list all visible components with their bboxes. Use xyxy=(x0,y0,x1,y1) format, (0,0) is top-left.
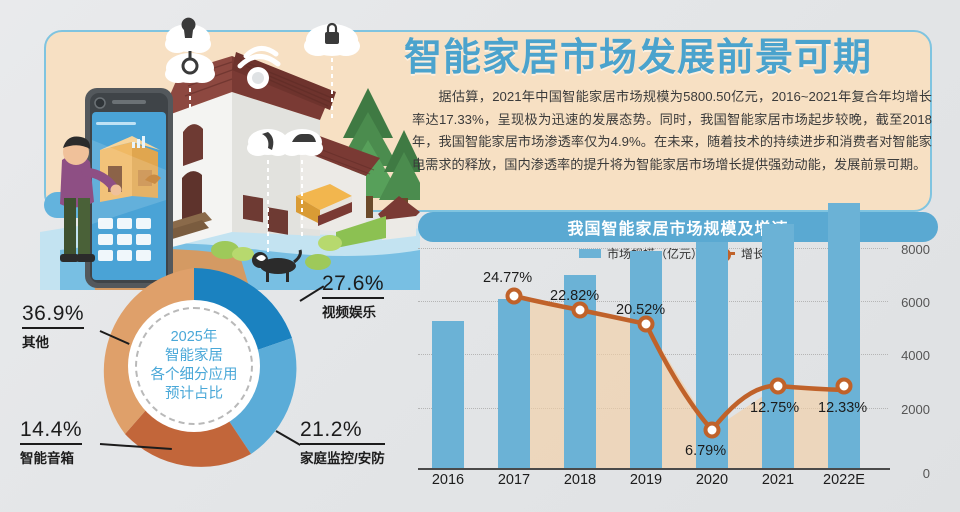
cloud-bulb-icon xyxy=(165,17,211,53)
ytick-2000: 2000 xyxy=(901,402,930,417)
bar-2021 xyxy=(762,224,794,468)
page-title: 智能家居市场发展前景可期 xyxy=(404,37,873,79)
point-2019 xyxy=(637,315,655,333)
chart-title: 我国智能家居市场规模及增速 xyxy=(418,212,938,242)
x-axis-labels: 2016 2017 2018 2019 2020 2021 2022E xyxy=(418,472,888,496)
ytick-6000: 6000 xyxy=(901,295,930,310)
growth-label-2020: 6.79% xyxy=(685,443,727,459)
donut-name-speaker: 智能音箱 xyxy=(20,451,74,466)
xtick-2016: 2016 xyxy=(431,472,465,488)
smart-home-illustration xyxy=(0,0,420,290)
gridline-8000 xyxy=(418,248,888,249)
donut-center-label: 2025年 智能家居 各个细分应用 预计占比 xyxy=(128,300,260,432)
donut-center-line-3: 各个细分应用 xyxy=(150,367,238,383)
xtick-2018: 2018 xyxy=(563,472,597,488)
donut-name-video: 视频娱乐 xyxy=(322,305,376,320)
donut-name-security: 家庭监控/安防 xyxy=(300,451,385,466)
growth-label-2017: 24.77% xyxy=(483,270,533,286)
dog-icon xyxy=(252,249,302,282)
cloud-plug-icon xyxy=(165,51,215,110)
donut-label-video: 27.6% 视频娱乐 xyxy=(322,272,385,321)
growth-label-2021: 12.75% xyxy=(750,400,800,416)
donut-label-security: 21.2% 家庭监控/安防 xyxy=(300,418,385,467)
donut-center-line-1: 2025年 xyxy=(170,328,218,345)
growth-label-2019: 20.52% xyxy=(616,302,666,318)
point-2022e xyxy=(835,377,853,395)
donut-pct-other: 36.9% xyxy=(22,302,85,325)
intro-paragraph: 据估算，2021年中国智能家居市场规模为5800.50亿元，2016~2021年… xyxy=(412,89,932,173)
point-2020 xyxy=(703,421,721,439)
donut-label-other: 36.9% 其他 xyxy=(22,302,85,351)
growth-label-2018: 22.82% xyxy=(550,288,600,304)
donut-center-line-4: 预计占比 xyxy=(165,386,223,403)
xtick-2022e: 2022E xyxy=(823,472,865,488)
donut-center-line-2: 智能家居 xyxy=(165,347,223,364)
bar-2019 xyxy=(630,251,662,468)
xtick-2017: 2017 xyxy=(497,472,531,488)
wifi-signal-icon xyxy=(237,46,281,89)
chart-plot-area xyxy=(418,203,890,472)
label-rule xyxy=(322,297,385,299)
bar-2016 xyxy=(432,321,464,468)
growth-label-2022e: 12.33% xyxy=(818,400,868,416)
donut-dashed-ring xyxy=(135,307,253,425)
label-rule xyxy=(22,327,85,329)
ytick-0: 0 xyxy=(922,466,930,481)
xtick-2021: 2021 xyxy=(761,472,795,488)
point-2017 xyxy=(505,287,523,305)
x-axis-line xyxy=(418,468,890,470)
xtick-2020: 2020 xyxy=(695,472,729,488)
bar-2017 xyxy=(498,299,530,468)
label-rule xyxy=(20,443,83,445)
point-2018 xyxy=(571,301,589,319)
donut-name-other: 其他 xyxy=(22,335,49,350)
bar-2022e xyxy=(828,203,860,468)
donut-pct-speaker: 14.4% xyxy=(20,418,83,441)
smartphone-illustration xyxy=(85,88,173,288)
cloud-lock-icon xyxy=(304,22,360,122)
legend-swatch-bar xyxy=(578,248,601,258)
ytick-8000: 8000 xyxy=(901,242,930,257)
donut-pct-video: 27.6% xyxy=(322,272,385,295)
ytick-4000: 4000 xyxy=(901,348,930,363)
cloud-car-icon xyxy=(281,129,323,238)
label-rule xyxy=(300,443,385,445)
xtick-2019: 2019 xyxy=(629,472,663,488)
y-axis-labels: 8000 6000 4000 2000 0 xyxy=(890,242,950,484)
point-2021 xyxy=(769,377,787,395)
donut-pct-security: 21.2% xyxy=(300,418,363,441)
donut-label-speaker: 14.4% 智能音箱 xyxy=(20,418,83,467)
person-illustration xyxy=(60,136,122,262)
